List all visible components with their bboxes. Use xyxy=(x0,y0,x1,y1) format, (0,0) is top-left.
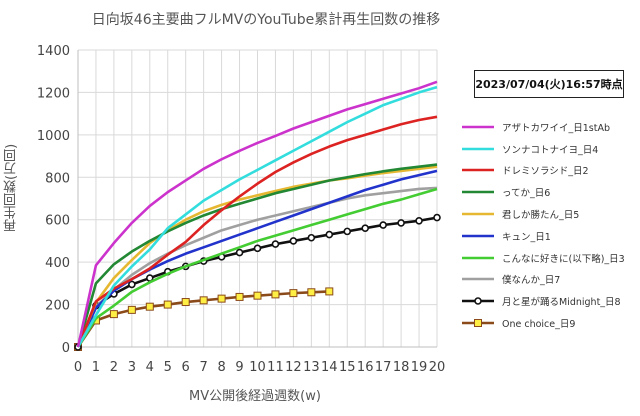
series-point-9 xyxy=(307,233,316,242)
series-point-9 xyxy=(289,237,298,245)
series-point-9 xyxy=(271,240,280,248)
legend-label: ってか_日6 xyxy=(502,188,551,200)
x-tick-label: 16 xyxy=(357,360,374,375)
series-point-10 xyxy=(199,296,208,305)
series-point-9 xyxy=(253,244,262,253)
series-point-10 xyxy=(163,300,172,309)
x-tick-label: 18 xyxy=(393,360,410,375)
x-tick-label: 6 xyxy=(182,360,190,375)
x-tick-label: 5 xyxy=(164,360,172,375)
series-line-1 xyxy=(76,80,438,348)
series-point-9 xyxy=(397,219,405,227)
chart-title: 日向坂46主要曲フルMVのYouTube累計再生回数の推移 xyxy=(91,12,441,28)
x-tick-label: 13 xyxy=(303,360,320,375)
x-tick-label: 8 xyxy=(217,360,225,375)
series-point-9 xyxy=(325,230,334,239)
x-tick-label: 17 xyxy=(375,360,392,375)
series-point-9 xyxy=(433,213,441,222)
series-point-9 xyxy=(379,221,387,229)
y-tick-label: 1000 xyxy=(37,129,70,144)
chart-legend: アザトカワイイ_日1stAb ソンナコトナイヨ_日4 ドレミソラシド_日2 ってか_日… xyxy=(458,116,636,334)
x-axis-title: MV公開後経過週数(w) xyxy=(189,389,321,404)
series-point-10 xyxy=(181,298,190,307)
legend-item: キュン_日1 xyxy=(458,225,636,247)
y-tick-label: 800 xyxy=(45,171,70,186)
series-point-10 xyxy=(217,294,226,303)
legend-item: ってか_日6 xyxy=(458,181,636,203)
series-line-7 xyxy=(76,187,438,348)
timestamp-annotation: 2023/07/04(火)16:57時点 xyxy=(474,70,624,98)
series-point-10 xyxy=(235,292,244,301)
x-tick-label: 15 xyxy=(339,360,356,375)
legend-swatch xyxy=(462,169,494,172)
y-axis-title: 再生回数(万回) xyxy=(4,143,19,233)
x-tick-label: 9 xyxy=(235,360,243,375)
series-point-9 xyxy=(128,280,136,289)
series-point-9 xyxy=(343,227,352,236)
series-point-10 xyxy=(325,287,334,296)
legend-swatch xyxy=(462,125,494,129)
series-point-10 xyxy=(109,310,118,319)
y-tick-label: 600 xyxy=(45,214,70,229)
legend-item: アザトカワイイ_日1stAb xyxy=(458,116,636,138)
series-point-10 xyxy=(145,302,154,311)
legend-label: ソンナコトナイヨ_日4 xyxy=(502,144,599,156)
legend-swatch xyxy=(462,278,494,281)
legend-swatch xyxy=(462,256,494,259)
legend-swatch xyxy=(462,190,494,194)
legend-label: こんなに好きに(以下略)_日3 xyxy=(502,253,625,265)
legend-item: 君しか勝たん_日5 xyxy=(458,203,636,225)
legend-label: 僕なんか_日7 xyxy=(502,275,561,287)
series-line-4 xyxy=(76,163,438,348)
legend-swatch xyxy=(462,319,494,328)
series-point-10 xyxy=(271,290,280,299)
series-point-10 xyxy=(307,288,316,297)
legend-label: キュン_日1 xyxy=(502,231,551,243)
legend-swatch xyxy=(462,297,494,306)
x-tick-label: 10 xyxy=(249,360,266,375)
series-point-10 xyxy=(253,291,262,300)
legend-swatch xyxy=(462,147,494,150)
legend-item: ソンナコトナイヨ_日4 xyxy=(458,138,636,160)
series-point-9 xyxy=(235,248,244,257)
y-tick-label: 1400 xyxy=(37,44,70,59)
y-tick-label: 1200 xyxy=(37,86,70,101)
legend-label: One choice_日9 xyxy=(502,319,576,331)
legend-label: 月と星が踊るMidnight_日8 xyxy=(502,297,621,309)
legend-item: 僕なんか_日7 xyxy=(458,269,636,291)
legend-item: 月と星が踊るMidnight_日8 xyxy=(458,290,636,312)
y-tick-label: 0 xyxy=(62,341,70,356)
x-tick-label: 4 xyxy=(146,360,154,375)
series-line-3 xyxy=(76,115,438,348)
series-point-10 xyxy=(127,305,136,314)
series-line-8 xyxy=(76,186,438,348)
x-tick-label: 7 xyxy=(200,360,208,375)
legend-item: こんなに好きに(以下略)_日3 xyxy=(458,247,636,269)
x-tick-label: 0 xyxy=(74,360,82,375)
legend-swatch xyxy=(462,212,494,216)
x-tick-label: 2 xyxy=(110,360,118,375)
x-tick-label: 11 xyxy=(267,360,284,375)
series-point-10 xyxy=(289,289,298,298)
x-tick-label: 1 xyxy=(92,360,100,375)
series-point-9 xyxy=(361,224,370,232)
legend-item: One choice_日9 xyxy=(458,312,636,334)
legend-swatch xyxy=(462,234,494,238)
series-line-2 xyxy=(76,85,438,348)
y-tick-label: 400 xyxy=(45,256,70,271)
x-tick-label: 3 xyxy=(128,360,136,375)
series-point-9 xyxy=(415,216,423,225)
y-tick-label: 200 xyxy=(45,299,70,314)
legend-label: ドレミソラシド_日2 xyxy=(502,166,589,178)
x-tick-label: 14 xyxy=(321,360,338,375)
x-tick-label: 12 xyxy=(285,360,302,375)
series-line-5 xyxy=(76,165,438,348)
legend-item: ドレミソラシド_日2 xyxy=(458,160,636,182)
x-tick-label: 20 xyxy=(429,360,446,375)
x-tick-label: 19 xyxy=(411,360,428,375)
legend-label: アザトカワイイ_日1stAb xyxy=(502,122,610,134)
legend-label: 君しか勝たん_日5 xyxy=(502,210,580,222)
